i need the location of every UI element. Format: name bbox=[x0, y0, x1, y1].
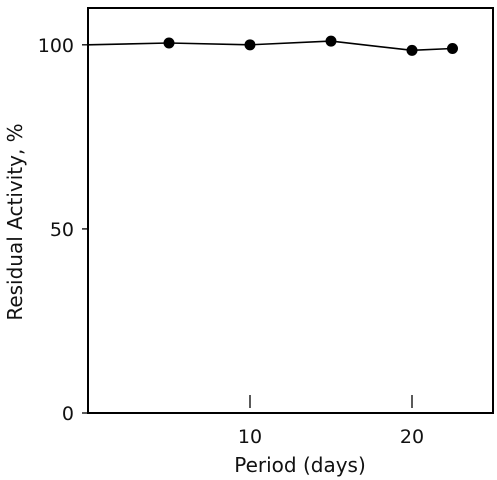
x-tick-label: 10 bbox=[238, 426, 262, 448]
x-axis-title: Period (days) bbox=[234, 453, 366, 477]
data-point bbox=[406, 44, 418, 56]
data-point bbox=[163, 37, 175, 49]
x-tick-label: 20 bbox=[400, 426, 424, 448]
data-point bbox=[325, 35, 337, 47]
y-axis-ticks: 0 50 100 bbox=[38, 35, 88, 425]
series-line bbox=[87, 40, 453, 52]
y-axis-title: Residual Activity, % bbox=[3, 123, 27, 320]
x-axis-ticks: 10 20 bbox=[238, 395, 424, 448]
plot-area-frame bbox=[87, 7, 494, 414]
data-point bbox=[447, 43, 458, 54]
y-tick-label: 0 bbox=[62, 403, 74, 425]
y-tick-label: 100 bbox=[38, 35, 74, 57]
y-tick-label: 50 bbox=[50, 219, 74, 241]
data-point bbox=[244, 39, 256, 51]
data-points bbox=[163, 35, 458, 56]
